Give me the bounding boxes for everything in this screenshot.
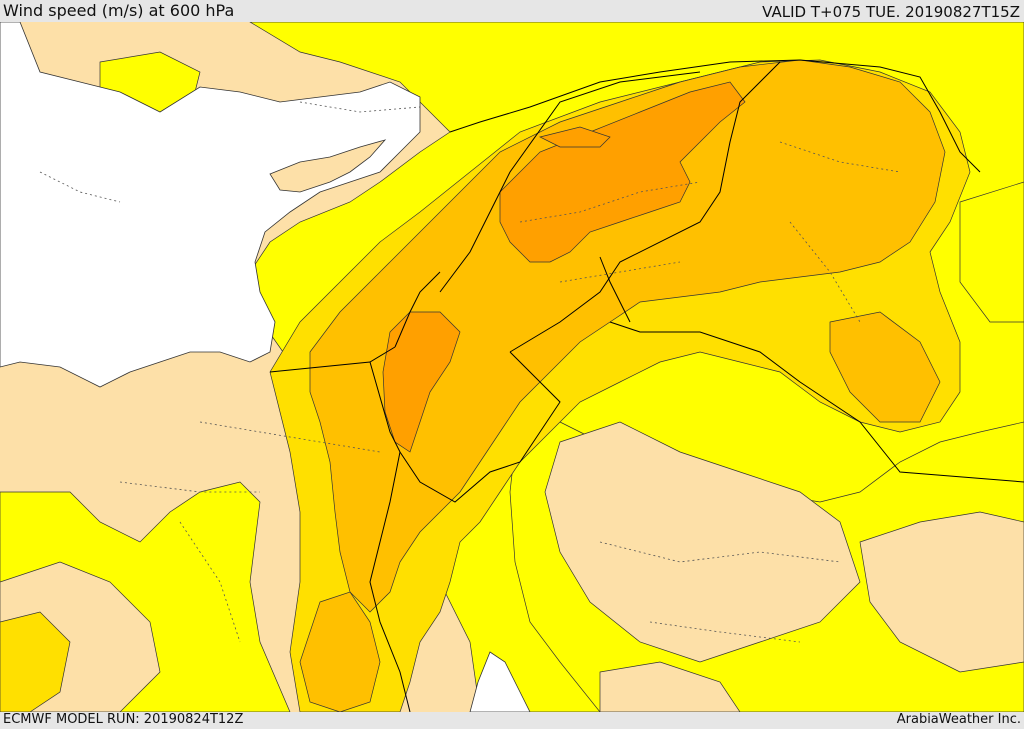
field-strong [299,59,946,712]
map-header: Wind speed (m/s) at 600 hPa VALID T+075 … [0,0,1024,22]
field-strongest [382,81,746,453]
country-borders [269,59,1024,712]
map-title: Wind speed (m/s) at 600 hPa [3,1,235,20]
red-sea [469,651,531,712]
wind-speed-map [0,22,1024,712]
model-run: ECMWF MODEL RUN: 20190824T12Z [3,712,244,727]
credit: ArabiaWeather Inc. [896,712,1021,727]
mediterranean-sea [0,22,421,388]
internal-boundaries [39,101,901,643]
valid-time: VALID T+075 TUE. 20190827T15Z [762,3,1020,21]
cyprus-island [269,139,387,193]
map-footer: ECMWF MODEL RUN: 20190824T12Z ArabiaWeat… [0,712,1024,729]
